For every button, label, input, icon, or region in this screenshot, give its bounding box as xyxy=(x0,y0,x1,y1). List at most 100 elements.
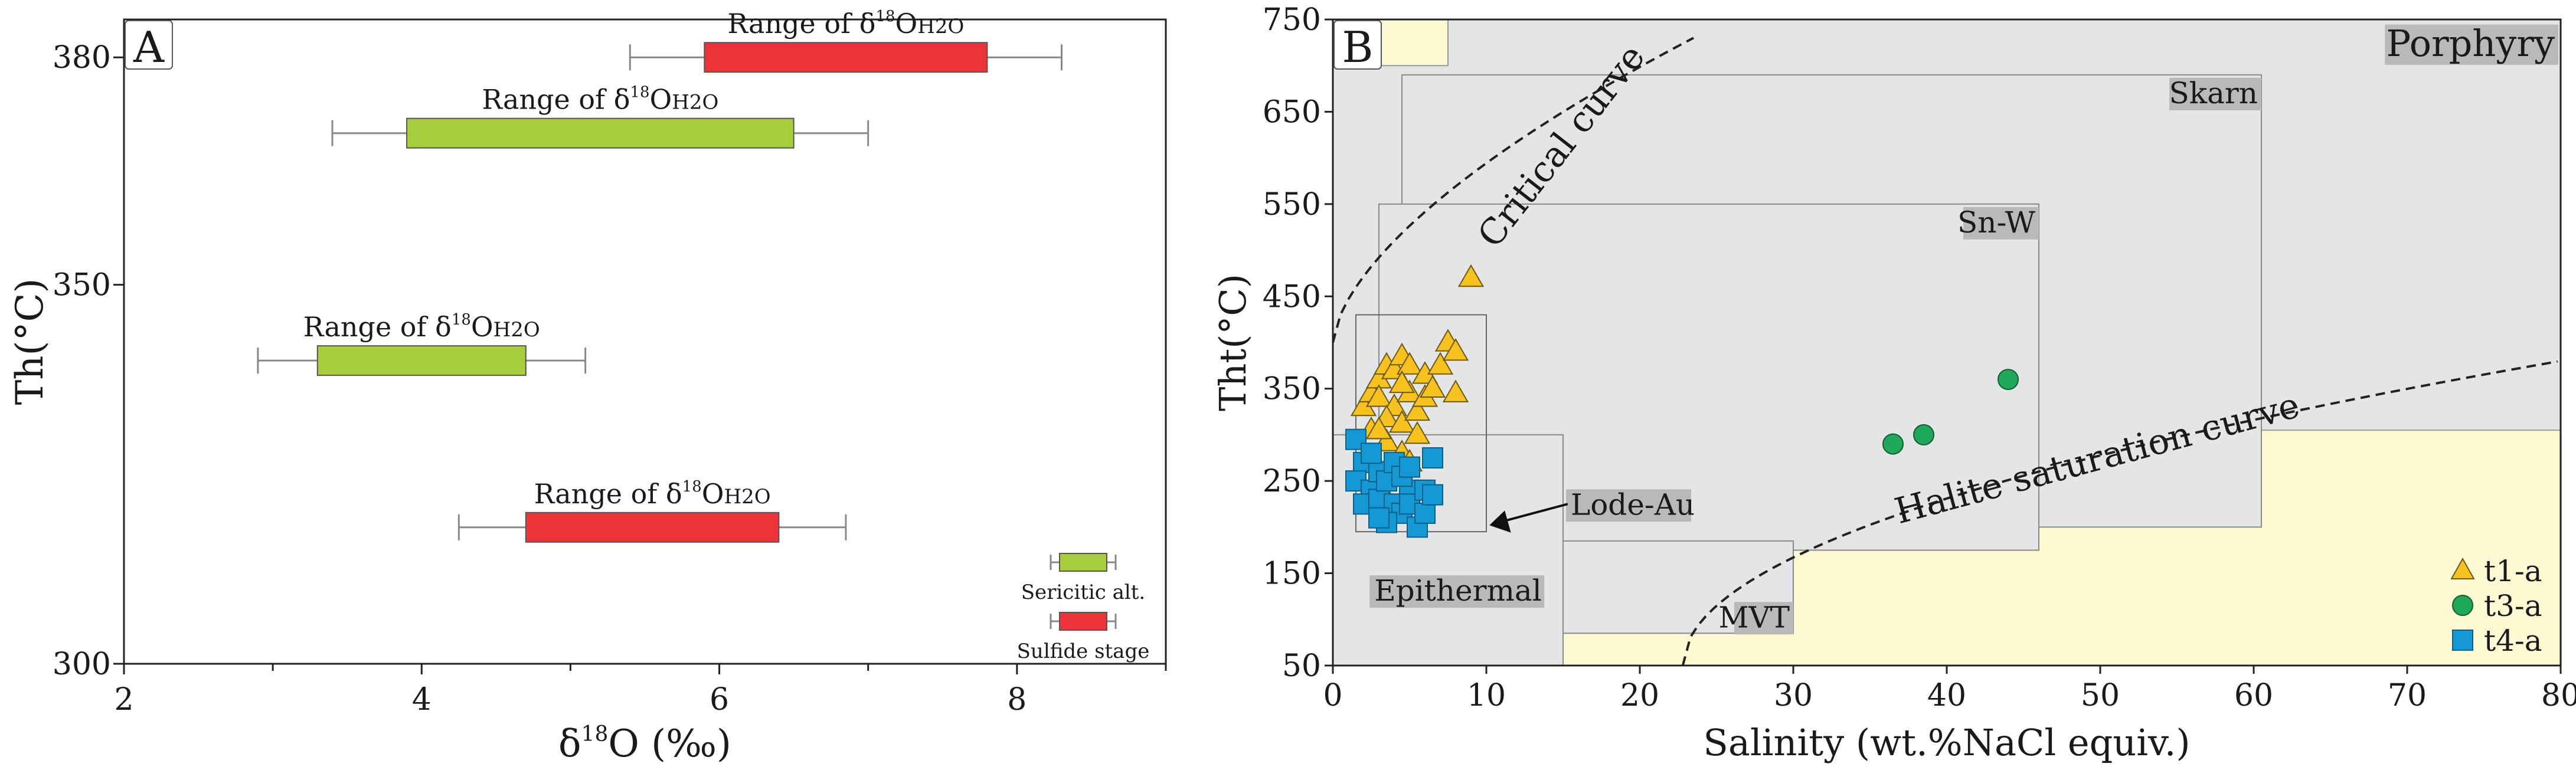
y-tick-label: 250 xyxy=(1263,464,1321,499)
y-tick-label: 750 xyxy=(1263,2,1321,38)
point-square xyxy=(1422,484,1443,506)
panel-a-label-box xyxy=(125,20,173,70)
point-triangle xyxy=(1396,352,1423,375)
lode-au-arrow xyxy=(1498,503,1568,524)
point-circle xyxy=(1913,424,1934,445)
legend-label: Sericitic alt. xyxy=(1021,581,1145,604)
x-tick-label: 60 xyxy=(2234,678,2273,713)
y-tick-label: 350 xyxy=(1263,372,1321,407)
point-square xyxy=(1368,507,1390,529)
point-triangle xyxy=(1442,338,1469,361)
x-tick-label: 70 xyxy=(2388,678,2427,713)
x-tick-label: 40 xyxy=(1927,678,1966,713)
legend-marker xyxy=(2452,595,2473,616)
legend-label: Sulfide stage xyxy=(1017,640,1150,663)
legend-item: Sericitic alt. xyxy=(1021,553,1145,604)
panel-a-label: A xyxy=(133,22,165,72)
field-label-bg xyxy=(2169,77,2261,110)
point-triangle xyxy=(1457,264,1485,287)
field-mvt: MVT xyxy=(1562,540,1794,635)
point-triangle xyxy=(1365,384,1392,407)
legend-item: t4-a xyxy=(2452,624,2542,658)
x-tick-label: 80 xyxy=(2541,678,2576,713)
x-tick-label: 10 xyxy=(1467,678,1506,713)
x-tick-label: 50 xyxy=(2081,678,2120,713)
legend-swatch xyxy=(1059,553,1107,572)
field-label-bg xyxy=(1369,575,1545,608)
point-triangle xyxy=(1419,375,1446,398)
range-box xyxy=(525,512,780,543)
range-box xyxy=(406,117,795,149)
panel-b: PorphyrySkarnSn-WLode-AuEpithermalMVTCri… xyxy=(1211,2,2576,764)
range-label: Range of δ18OH2O xyxy=(303,311,540,343)
x-tick-label: 4 xyxy=(412,682,431,717)
lode-au-arrowhead xyxy=(1489,510,1511,533)
range-bar: Range of δ18OH2O xyxy=(257,311,587,376)
field-label: Sn-W xyxy=(1957,205,2036,240)
range-box xyxy=(316,345,527,376)
point-circle xyxy=(1998,369,2019,391)
halite-saturation-curve xyxy=(1681,360,2558,666)
legend-label: t1-a xyxy=(2484,554,2542,588)
panel-b-label: B xyxy=(1342,22,1374,72)
range-bar: Range of δ18OH2O xyxy=(331,84,869,149)
y-axis-label: Tht(°C) xyxy=(1211,274,1254,411)
x-axis-label: Salinity (wt.%NaCl equiv.) xyxy=(1703,721,2190,764)
point-circle xyxy=(1882,433,1904,455)
point-triangle xyxy=(1365,417,1392,440)
series-t3-a xyxy=(1882,369,2019,455)
legend-item: t3-a xyxy=(2452,589,2542,623)
legend-label: t4-a xyxy=(2484,624,2542,658)
y-tick-label: 150 xyxy=(1263,556,1321,592)
range-bar: Range of δ18OH2O xyxy=(629,8,1063,73)
x-tick-label: 0 xyxy=(1323,678,1342,713)
series-t4-a xyxy=(1345,428,1443,538)
x-tick-label: 30 xyxy=(1774,678,1813,713)
legend-marker xyxy=(2452,630,2473,651)
range-box xyxy=(704,42,988,73)
point-triangle xyxy=(1388,370,1416,394)
point-triangle xyxy=(1427,352,1454,375)
legend-marker xyxy=(2450,557,2475,579)
range-label: Range of δ18OH2O xyxy=(727,8,964,40)
point-triangle xyxy=(1388,410,1416,433)
critical-curve xyxy=(1332,37,1694,343)
y-tick-label: 50 xyxy=(1282,648,1321,684)
y-tick-label: 550 xyxy=(1263,187,1321,222)
point-square xyxy=(1399,456,1420,478)
y-tick-label: 450 xyxy=(1263,279,1321,314)
field-label: Skarn xyxy=(2169,76,2258,110)
point-square xyxy=(1414,502,1436,524)
field-label-bg xyxy=(2385,24,2558,65)
legend-swatch xyxy=(1059,612,1107,631)
legend-label: t3-a xyxy=(2484,589,2542,623)
panel-a-frame xyxy=(123,18,1167,665)
y-axis-label: Th(°C) xyxy=(8,278,52,405)
x-tick-label: 2 xyxy=(114,682,133,717)
panel-a: A 2 4 6 8 300 350 380 δ18O (‰) Th(°C) Range of δ18… xyxy=(8,8,1167,766)
legend-item: t1-a xyxy=(2450,554,2542,588)
x-tick-label: 20 xyxy=(1620,678,1659,713)
legend-item: Sulfide stage xyxy=(1017,612,1150,663)
field-label-bg xyxy=(1566,489,1691,522)
point-triangle xyxy=(1442,379,1469,402)
y-tick-label: 380 xyxy=(53,40,111,76)
field-label-bg xyxy=(1963,207,2039,240)
field-label: Lode-Au xyxy=(1571,487,1695,522)
x-tick-label: 8 xyxy=(1007,682,1027,717)
field-label: Epithermal xyxy=(1374,573,1542,608)
point-square xyxy=(1361,443,1382,464)
y-tick-label: 300 xyxy=(53,647,111,682)
x-tick-label: 6 xyxy=(710,682,729,717)
panel-b-label-box xyxy=(1333,20,1382,70)
point-triangle xyxy=(1404,398,1431,421)
y-tick-label: 650 xyxy=(1263,94,1321,130)
field-label-bg xyxy=(1734,602,1793,635)
x-axis-label: δ18O (‰) xyxy=(558,722,731,766)
range-label: Range of δ18OH2O xyxy=(534,478,771,510)
field-label: Porphyry xyxy=(2387,22,2555,65)
range-label: Range of δ18OH2O xyxy=(482,84,718,116)
range-bar: Range of δ18OH2O xyxy=(457,478,847,543)
point-square xyxy=(1422,447,1443,469)
